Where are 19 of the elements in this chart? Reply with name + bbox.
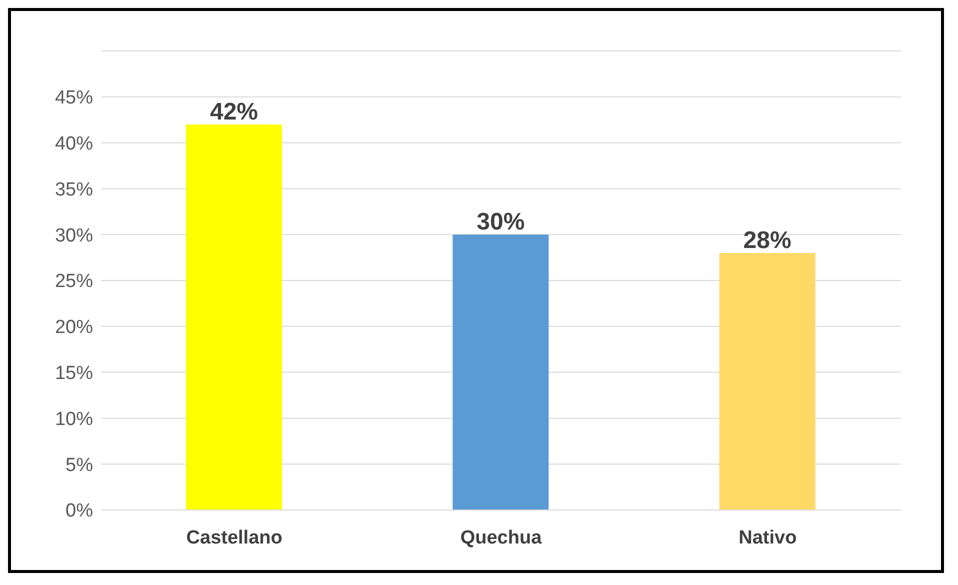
bar bbox=[452, 234, 549, 510]
y-tick-label: 45% bbox=[54, 88, 94, 109]
y-tick-label: 5% bbox=[66, 454, 94, 476]
y-tick-label: 35% bbox=[54, 179, 94, 200]
bar bbox=[719, 252, 816, 510]
x-tick-label: Castellano bbox=[186, 527, 282, 548]
y-tick-label: 0% bbox=[66, 500, 94, 522]
y-tick-label: 20% bbox=[54, 317, 94, 338]
y-tick-label: 15% bbox=[54, 363, 94, 384]
data-label: 42% bbox=[210, 98, 258, 126]
x-tick-label: Quechua bbox=[460, 527, 542, 548]
y-tick-label: 10% bbox=[54, 408, 94, 430]
y-tick-label: 25% bbox=[54, 271, 94, 292]
y-tick-label: 30% bbox=[54, 225, 94, 246]
x-tick-label: Nativo bbox=[738, 527, 797, 548]
data-label: 30% bbox=[476, 208, 525, 236]
data-label: 28% bbox=[743, 226, 792, 254]
y-tick-label: 40% bbox=[54, 134, 94, 155]
bar bbox=[186, 124, 282, 510]
